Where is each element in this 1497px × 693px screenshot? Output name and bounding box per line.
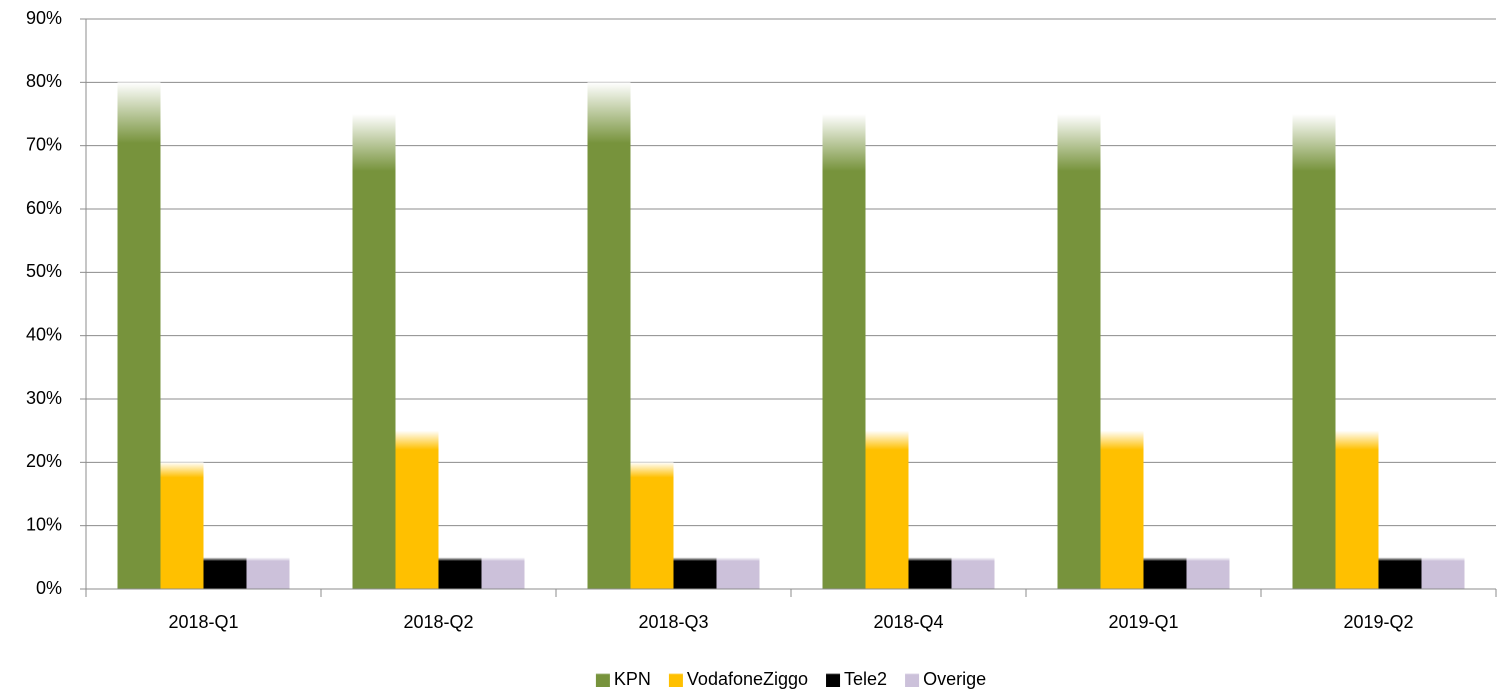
bar xyxy=(822,114,866,589)
x-tick-label: 2018-Q2 xyxy=(403,612,473,632)
y-tick-label: 60% xyxy=(26,198,62,218)
bar xyxy=(203,557,247,589)
bar xyxy=(865,430,909,589)
legend-item: VodafoneZiggo xyxy=(668,669,808,689)
y-tick-label: 30% xyxy=(26,388,62,408)
bar xyxy=(1100,430,1144,589)
bar xyxy=(1335,430,1379,589)
legend-label: VodafoneZiggo xyxy=(687,669,808,689)
x-tick-label: 2019-Q1 xyxy=(1108,612,1178,632)
y-tick-label: 0% xyxy=(36,578,62,598)
bar xyxy=(246,557,290,589)
bar xyxy=(587,82,631,589)
legend-swatch xyxy=(595,673,610,687)
bar xyxy=(352,114,396,589)
legend-swatch xyxy=(826,673,841,687)
legend-swatch xyxy=(668,673,683,687)
bar xyxy=(160,462,204,589)
bar xyxy=(117,82,161,589)
bar xyxy=(1057,114,1101,589)
legend-item: KPN xyxy=(595,669,651,689)
x-tick-label: 2018-Q1 xyxy=(168,612,238,632)
x-tick-label: 2019-Q2 xyxy=(1343,612,1413,632)
x-tick-label: 2018-Q4 xyxy=(873,612,943,632)
bar xyxy=(630,462,674,589)
bar xyxy=(438,557,482,589)
bar xyxy=(1421,557,1465,589)
bar xyxy=(395,430,439,589)
bar xyxy=(673,557,717,589)
bar xyxy=(481,557,525,589)
legend-item: Tele2 xyxy=(826,669,887,689)
y-tick-label: 50% xyxy=(26,261,62,281)
bar xyxy=(1143,557,1187,589)
bar xyxy=(1186,557,1230,589)
y-tick-label: 80% xyxy=(26,71,62,91)
legend-item: Overige xyxy=(905,669,986,689)
legend-label: Overige xyxy=(923,669,986,689)
y-tick-label: 20% xyxy=(26,451,62,471)
bar xyxy=(908,557,952,589)
legend-label: KPN xyxy=(614,669,651,689)
y-tick-label: 10% xyxy=(26,514,62,534)
bar xyxy=(951,557,995,589)
y-tick-label: 70% xyxy=(26,134,62,154)
y-tick-label: 40% xyxy=(26,324,62,344)
x-tick-label: 2018-Q3 xyxy=(638,612,708,632)
bar xyxy=(1378,557,1422,589)
legend-label: Tele2 xyxy=(844,669,887,689)
legend-swatch xyxy=(905,673,920,687)
y-tick-label: 90% xyxy=(26,8,62,28)
bar xyxy=(1292,114,1336,589)
bar xyxy=(716,557,760,589)
